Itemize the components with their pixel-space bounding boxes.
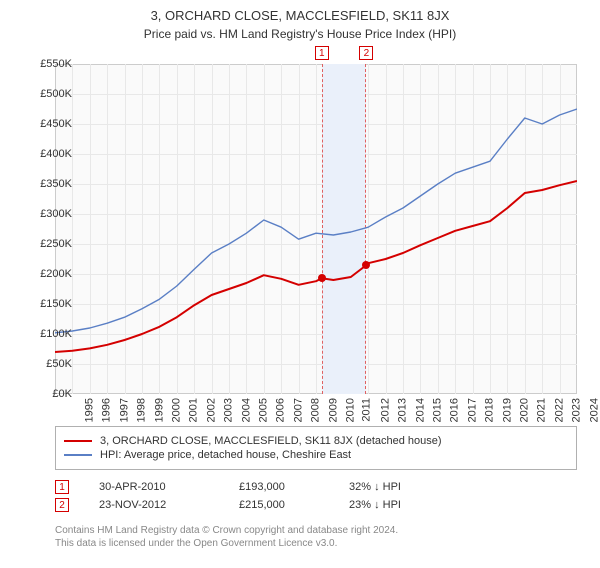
sales-table: 1 30-APR-2010 £193,000 32% ↓ HPI 2 23-NOV-201… [55,476,577,516]
chart-title: 3, ORCHARD CLOSE, MACCLESFIELD, SK11 8JX [0,8,600,23]
x-axis-tick-label: 1999 [153,398,165,422]
x-axis-tick-label: 2018 [484,398,496,422]
x-axis-tick-label: 2007 [292,398,304,422]
x-axis-tick-label: 2006 [275,398,287,422]
sale-marker-icon: 2 [55,498,69,512]
x-axis-tick-label: 2022 [553,398,565,422]
x-axis-tick-label: 2014 [414,398,426,422]
x-axis-tick-label: 2021 [536,398,548,422]
x-axis-tick-label: 2019 [501,398,513,422]
y-axis-tick-label: £250K [40,238,72,250]
figure: 3, ORCHARD CLOSE, MACCLESFIELD, SK11 8JX… [0,8,600,568]
x-axis-tick-label: 2023 [571,398,583,422]
x-axis-tick-label: 2024 [588,398,600,422]
x-axis-tick-label: 2002 [205,398,217,422]
y-axis-tick-label: £50K [46,358,72,370]
legend-label: 3, ORCHARD CLOSE, MACCLESFIELD, SK11 8JX… [100,435,442,447]
x-axis-tick-label: 2009 [327,398,339,422]
chart-area: 12 [55,64,577,394]
x-axis-tick-label: 1997 [118,398,130,422]
x-axis-tick-label: 2000 [170,398,182,422]
x-axis-tick-label: 2011 [361,398,373,422]
x-axis-tick-label: 2017 [466,398,478,422]
x-axis-tick-label: 2008 [310,398,322,422]
sale-marker-icon: 1 [55,480,69,494]
sale-date: 30-APR-2010 [99,481,209,493]
sale-dot [318,274,326,282]
x-axis-tick-label: 2016 [449,398,461,422]
sale-pct-vs-hpi: 23% ↓ HPI [349,499,439,511]
y-axis-tick-label: £450K [40,118,72,130]
footer-line-1: Contains HM Land Registry data © Crown c… [55,524,577,537]
y-axis-tick-label: £150K [40,298,72,310]
sale-date: 23-NOV-2012 [99,499,209,511]
sale-row: 2 23-NOV-2012 £215,000 23% ↓ HPI [55,498,577,512]
x-axis-tick-label: 2010 [344,398,356,422]
x-axis-tick-label: 2001 [188,398,200,422]
sale-pct-vs-hpi: 32% ↓ HPI [349,481,439,493]
y-axis-tick-label: £0K [52,388,72,400]
x-axis-tick-label: 2020 [518,398,530,422]
x-axis-tick-label: 1998 [136,398,148,422]
y-axis-tick-label: £400K [40,148,72,160]
line-series-svg [55,64,577,394]
legend-row: 3, ORCHARD CLOSE, MACCLESFIELD, SK11 8JX… [64,435,568,447]
chart-subtitle: Price paid vs. HM Land Registry's House … [0,27,600,41]
sale-marker-flag: 2 [359,46,373,60]
legend-label: HPI: Average price, detached house, Ches… [100,449,351,461]
footer-line-2: This data is licensed under the Open Gov… [55,537,577,550]
x-axis-tick-label: 1996 [101,398,113,422]
y-axis-tick-label: £100K [40,328,72,340]
x-axis-tick-label: 2005 [257,398,269,422]
y-axis-tick-label: £500K [40,88,72,100]
y-axis-tick-label: £200K [40,268,72,280]
sale-price: £215,000 [239,499,319,511]
x-axis-tick-label: 2003 [223,398,235,422]
legend-row: HPI: Average price, detached house, Ches… [64,449,568,461]
series-hpi [55,109,577,333]
x-axis-tick-label: 2015 [431,398,443,422]
sale-marker-flag: 1 [315,46,329,60]
y-axis-tick-label: £350K [40,178,72,190]
footer-attribution: Contains HM Land Registry data © Crown c… [55,524,577,550]
legend: 3, ORCHARD CLOSE, MACCLESFIELD, SK11 8JX… [55,426,577,470]
sale-price: £193,000 [239,481,319,493]
x-axis-tick-label: 2012 [379,398,391,422]
sale-dot [362,261,370,269]
legend-swatch [64,440,92,442]
y-axis-tick-label: £300K [40,208,72,220]
legend-swatch [64,454,92,455]
x-axis-tick-label: 2004 [240,398,252,422]
x-axis-tick-label: 2013 [397,398,409,422]
sale-row: 1 30-APR-2010 £193,000 32% ↓ HPI [55,480,577,494]
series-property_price [55,181,577,352]
y-axis-tick-label: £550K [40,58,72,70]
x-axis-tick-label: 1995 [83,398,95,422]
